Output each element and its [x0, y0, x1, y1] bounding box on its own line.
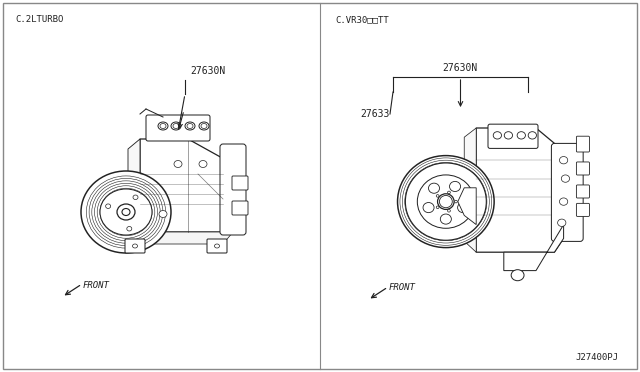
Ellipse shape: [454, 200, 458, 203]
Text: C.VR30□□TT: C.VR30□□TT: [335, 15, 388, 24]
Text: 27630N: 27630N: [190, 66, 225, 76]
Ellipse shape: [528, 132, 536, 139]
FancyBboxPatch shape: [220, 144, 246, 235]
Ellipse shape: [81, 171, 171, 253]
Text: C.2LTURBO: C.2LTURBO: [15, 15, 63, 24]
Text: FRONT: FRONT: [389, 283, 416, 292]
Ellipse shape: [122, 208, 130, 215]
FancyBboxPatch shape: [232, 201, 248, 215]
Ellipse shape: [100, 189, 152, 235]
Ellipse shape: [158, 122, 168, 130]
Ellipse shape: [185, 122, 195, 130]
FancyBboxPatch shape: [488, 124, 538, 148]
Ellipse shape: [559, 157, 568, 164]
Ellipse shape: [214, 244, 220, 248]
FancyBboxPatch shape: [577, 203, 589, 217]
Ellipse shape: [557, 219, 566, 227]
FancyBboxPatch shape: [552, 143, 583, 241]
Ellipse shape: [405, 163, 486, 240]
Ellipse shape: [504, 132, 513, 139]
Polygon shape: [504, 225, 564, 270]
Ellipse shape: [438, 194, 454, 209]
Text: J27400PJ: J27400PJ: [575, 353, 618, 362]
Ellipse shape: [160, 124, 166, 128]
Ellipse shape: [174, 160, 182, 167]
Text: FRONT: FRONT: [83, 280, 110, 289]
Ellipse shape: [201, 124, 207, 128]
Ellipse shape: [187, 124, 193, 128]
Ellipse shape: [106, 204, 111, 208]
Ellipse shape: [440, 214, 451, 224]
FancyBboxPatch shape: [577, 162, 589, 175]
Text: 27630N: 27630N: [442, 63, 477, 73]
Polygon shape: [140, 139, 233, 232]
Ellipse shape: [199, 122, 209, 130]
Ellipse shape: [173, 124, 179, 128]
Ellipse shape: [132, 244, 138, 248]
Ellipse shape: [397, 155, 494, 248]
FancyBboxPatch shape: [232, 176, 248, 190]
Ellipse shape: [517, 132, 525, 139]
Ellipse shape: [159, 211, 167, 218]
Polygon shape: [128, 139, 140, 232]
Ellipse shape: [559, 198, 568, 205]
Polygon shape: [458, 188, 476, 225]
Ellipse shape: [447, 209, 451, 212]
FancyBboxPatch shape: [125, 239, 145, 253]
FancyBboxPatch shape: [577, 136, 589, 152]
Ellipse shape: [127, 227, 132, 231]
FancyBboxPatch shape: [146, 115, 210, 141]
Ellipse shape: [117, 204, 135, 220]
Ellipse shape: [458, 202, 468, 213]
Polygon shape: [476, 128, 564, 252]
Ellipse shape: [511, 270, 524, 281]
Ellipse shape: [493, 132, 502, 139]
Ellipse shape: [199, 160, 207, 167]
Ellipse shape: [447, 191, 451, 194]
Polygon shape: [464, 128, 476, 252]
Ellipse shape: [436, 206, 439, 209]
Ellipse shape: [429, 183, 440, 193]
Ellipse shape: [440, 195, 452, 208]
Ellipse shape: [449, 182, 461, 192]
Ellipse shape: [171, 122, 181, 130]
Ellipse shape: [442, 198, 449, 205]
Ellipse shape: [417, 175, 474, 228]
Ellipse shape: [423, 202, 434, 213]
Ellipse shape: [133, 195, 138, 199]
Ellipse shape: [561, 175, 570, 182]
Polygon shape: [128, 232, 233, 244]
FancyBboxPatch shape: [207, 239, 227, 253]
Text: 27633: 27633: [360, 109, 389, 119]
FancyBboxPatch shape: [577, 185, 589, 198]
Ellipse shape: [436, 195, 439, 197]
